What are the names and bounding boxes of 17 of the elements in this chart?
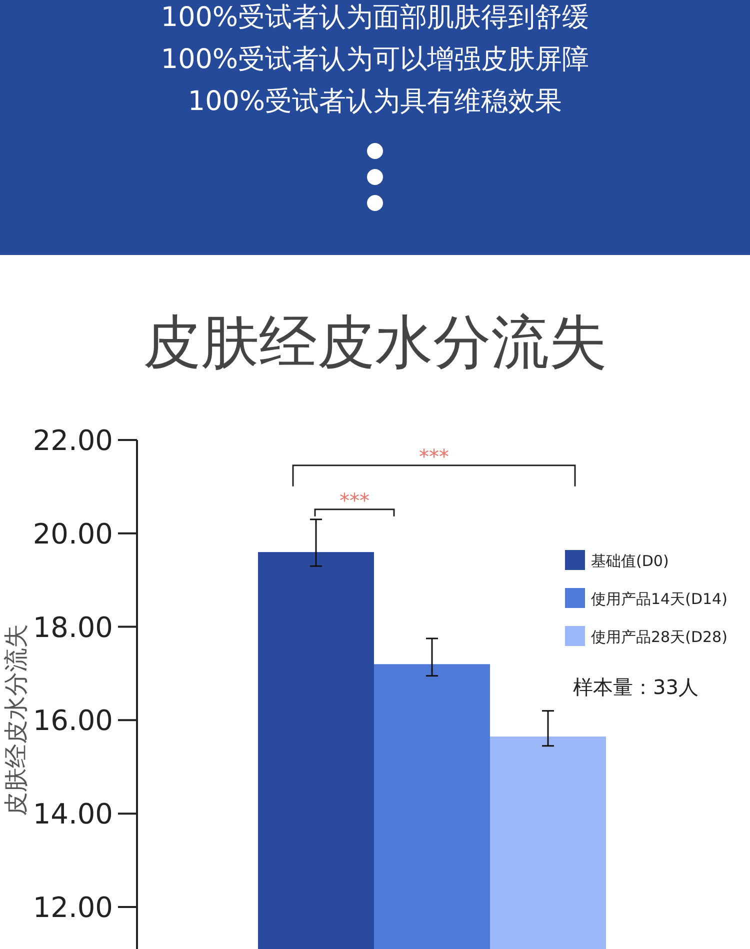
text: 100%受试者认为面部肌肤得到舒缓 (160, 2, 590, 33)
legend-label: 使用产品28天(D28) (591, 628, 728, 646)
annotation: *** (340, 488, 370, 512)
y-axis-title: 皮肤经皮水分流失 (2, 624, 30, 816)
y-tick-label: 20.00 (32, 517, 113, 550)
annotation: 样本量：33人 (573, 675, 698, 699)
y-tick-label: 12.00 (32, 890, 113, 924)
y-tick-label: 22.00 (32, 424, 113, 457)
text: 100%受试者认为具有维稳效果 (188, 86, 562, 117)
y-tick-label: 14.00 (32, 798, 113, 831)
y-tick-label: 18.00 (32, 610, 113, 644)
legend-label: 使用产品14天(D14) (591, 590, 728, 608)
chart-title: 皮肤经皮水分流失 (143, 308, 607, 376)
annotation: *** (419, 444, 449, 468)
y-tick-label: 16.00 (32, 704, 113, 738)
text: 100%受试者认为可以增强皮肤屏障 (160, 44, 590, 75)
legend-label: 基础值(D0) (591, 552, 669, 570)
